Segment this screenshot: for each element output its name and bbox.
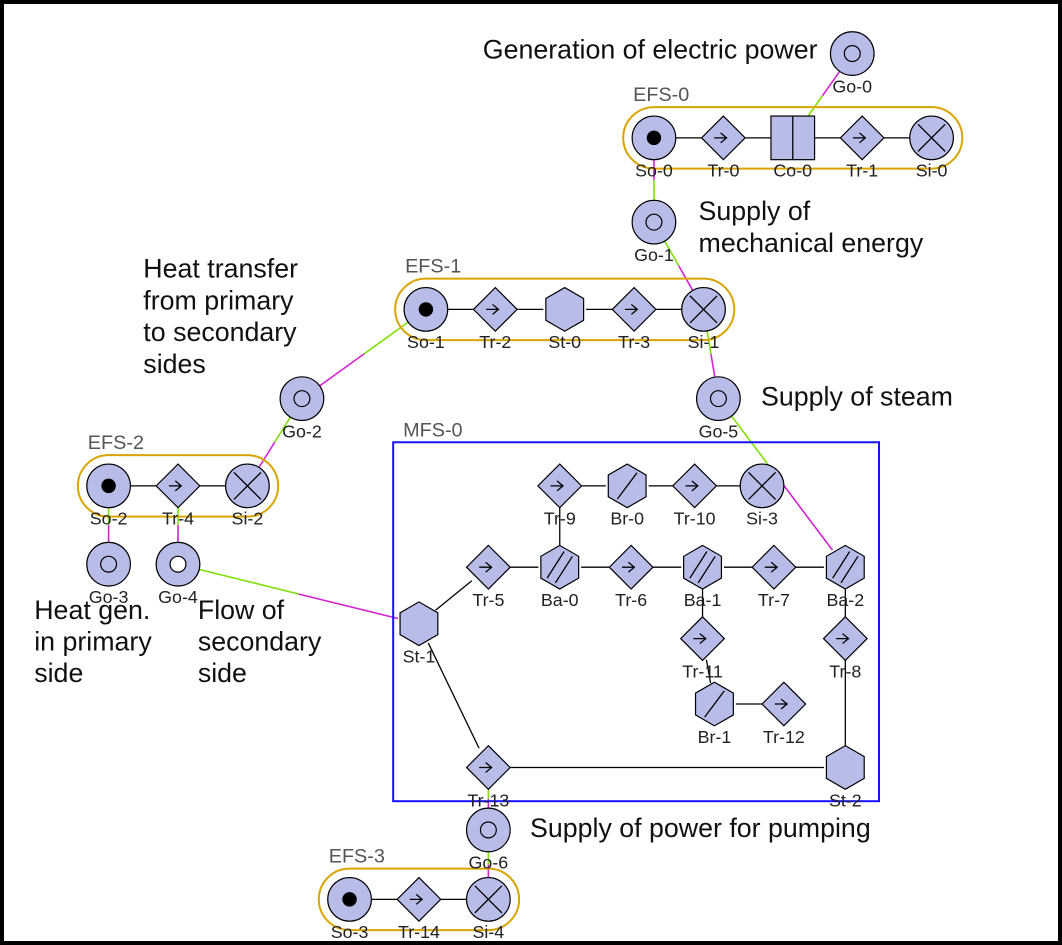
- goal-edge: [259, 442, 275, 467]
- node-label: Tr-14: [398, 922, 440, 941]
- node-label: Br-1: [698, 727, 732, 747]
- goal-edge: [711, 354, 715, 378]
- source-dot: [101, 479, 115, 493]
- goal-inner: [170, 556, 186, 572]
- node-label: Si-3: [746, 509, 778, 529]
- annotation-text: Supply of steam: [761, 382, 953, 412]
- annotation-text: Heat gen.: [34, 595, 150, 625]
- goal-edge: [364, 322, 409, 354]
- node-st: [400, 602, 438, 646]
- node-label: Br-0: [610, 509, 644, 529]
- node-label: Tr-4: [162, 509, 194, 529]
- node-label: Tr-9: [544, 509, 576, 529]
- group-label: EFS-3: [329, 846, 385, 868]
- goal-inner: [294, 391, 310, 407]
- node-label: Go-2: [282, 421, 322, 441]
- goal-edge: [298, 594, 398, 619]
- goal-inner: [480, 822, 496, 838]
- source-dot: [342, 892, 356, 906]
- node-ba: [541, 545, 579, 589]
- annotation-text: Flow of: [198, 595, 285, 625]
- goal-edge: [319, 354, 364, 386]
- node-label: Co-0: [773, 161, 812, 181]
- annotation-text: Generation of electric power: [483, 35, 818, 65]
- node-label: St-1: [403, 646, 436, 666]
- diagram-canvas: { "canvas": { "w": 1062, "h": 945, "bg":…: [0, 0, 1062, 945]
- annotation-text: from primary: [143, 285, 294, 315]
- node-ba: [684, 545, 722, 589]
- annotation-text: side: [198, 658, 247, 688]
- group-label: MFS-0: [403, 419, 462, 441]
- node-label: Tr-8: [829, 661, 861, 681]
- node-label: Si-1: [688, 332, 720, 352]
- annotation-text: Supply of: [699, 196, 811, 226]
- node-label: Go-5: [699, 421, 739, 441]
- node-label: Tr-13: [467, 790, 509, 810]
- node-label: Ba-1: [684, 590, 722, 610]
- node-label: Tr-11: [682, 661, 723, 681]
- node-label: Si-0: [916, 161, 948, 181]
- node-label: St-2: [829, 790, 862, 810]
- node-label: So-1: [407, 332, 445, 352]
- annotation-text: Supply of power for pumping: [530, 813, 871, 843]
- annotation-text: Heat transfer: [143, 254, 298, 284]
- node-label: Tr-6: [615, 590, 647, 610]
- node-label: Tr-2: [479, 332, 511, 352]
- diagram-svg: Go-0 So-0 Tr-0 Co-0 Tr-1 Si-0 Go-1 So-1 Tr-2 St-0…: [4, 4, 1058, 941]
- annotation-text: secondary: [198, 626, 322, 656]
- goal-inner: [101, 556, 117, 572]
- node-label: St-0: [548, 332, 581, 352]
- node-label: Ba-2: [826, 590, 864, 610]
- node-label: Si-4: [473, 922, 505, 941]
- goal-inner: [710, 391, 726, 407]
- node-st: [826, 746, 864, 790]
- annotation-text: mechanical energy: [699, 228, 924, 258]
- group-label: EFS-2: [88, 432, 144, 454]
- goal-inner: [646, 214, 662, 230]
- node-label: Go-4: [158, 587, 198, 607]
- node-label: So-0: [635, 161, 673, 181]
- node-label: Go-0: [832, 76, 872, 96]
- annotation-text: side: [34, 658, 83, 688]
- goal-edge: [199, 569, 299, 594]
- node-label: Tr-5: [472, 590, 504, 610]
- flow-edge: [436, 581, 472, 611]
- node-label: Go-6: [469, 853, 509, 873]
- annotation-text: sides: [143, 349, 205, 379]
- node-label: Tr-10: [674, 509, 716, 529]
- node-label: Tr-7: [758, 590, 790, 610]
- node-ba: [826, 545, 864, 589]
- node-label: So-2: [90, 509, 128, 529]
- source-dot: [419, 302, 433, 316]
- goal-edge: [782, 483, 833, 550]
- node-label: Ba-0: [541, 590, 579, 610]
- group-label: EFS-0: [633, 84, 689, 106]
- node-st: [546, 288, 584, 332]
- node-label: Go-1: [634, 245, 674, 265]
- node-label: Tr-3: [618, 332, 650, 352]
- node-label: Tr-0: [707, 161, 739, 181]
- node-label: Tr-12: [763, 727, 805, 747]
- group-label: EFS-1: [405, 256, 461, 278]
- annotation-text: to secondary: [143, 317, 297, 347]
- goal-inner: [844, 46, 860, 62]
- node-label: Tr-1: [846, 161, 878, 181]
- annotation-text: in primary: [34, 626, 152, 656]
- flow-edge: [428, 643, 479, 748]
- source-dot: [647, 131, 661, 145]
- node-label: So-3: [331, 922, 369, 941]
- node-label: Si-2: [232, 509, 264, 529]
